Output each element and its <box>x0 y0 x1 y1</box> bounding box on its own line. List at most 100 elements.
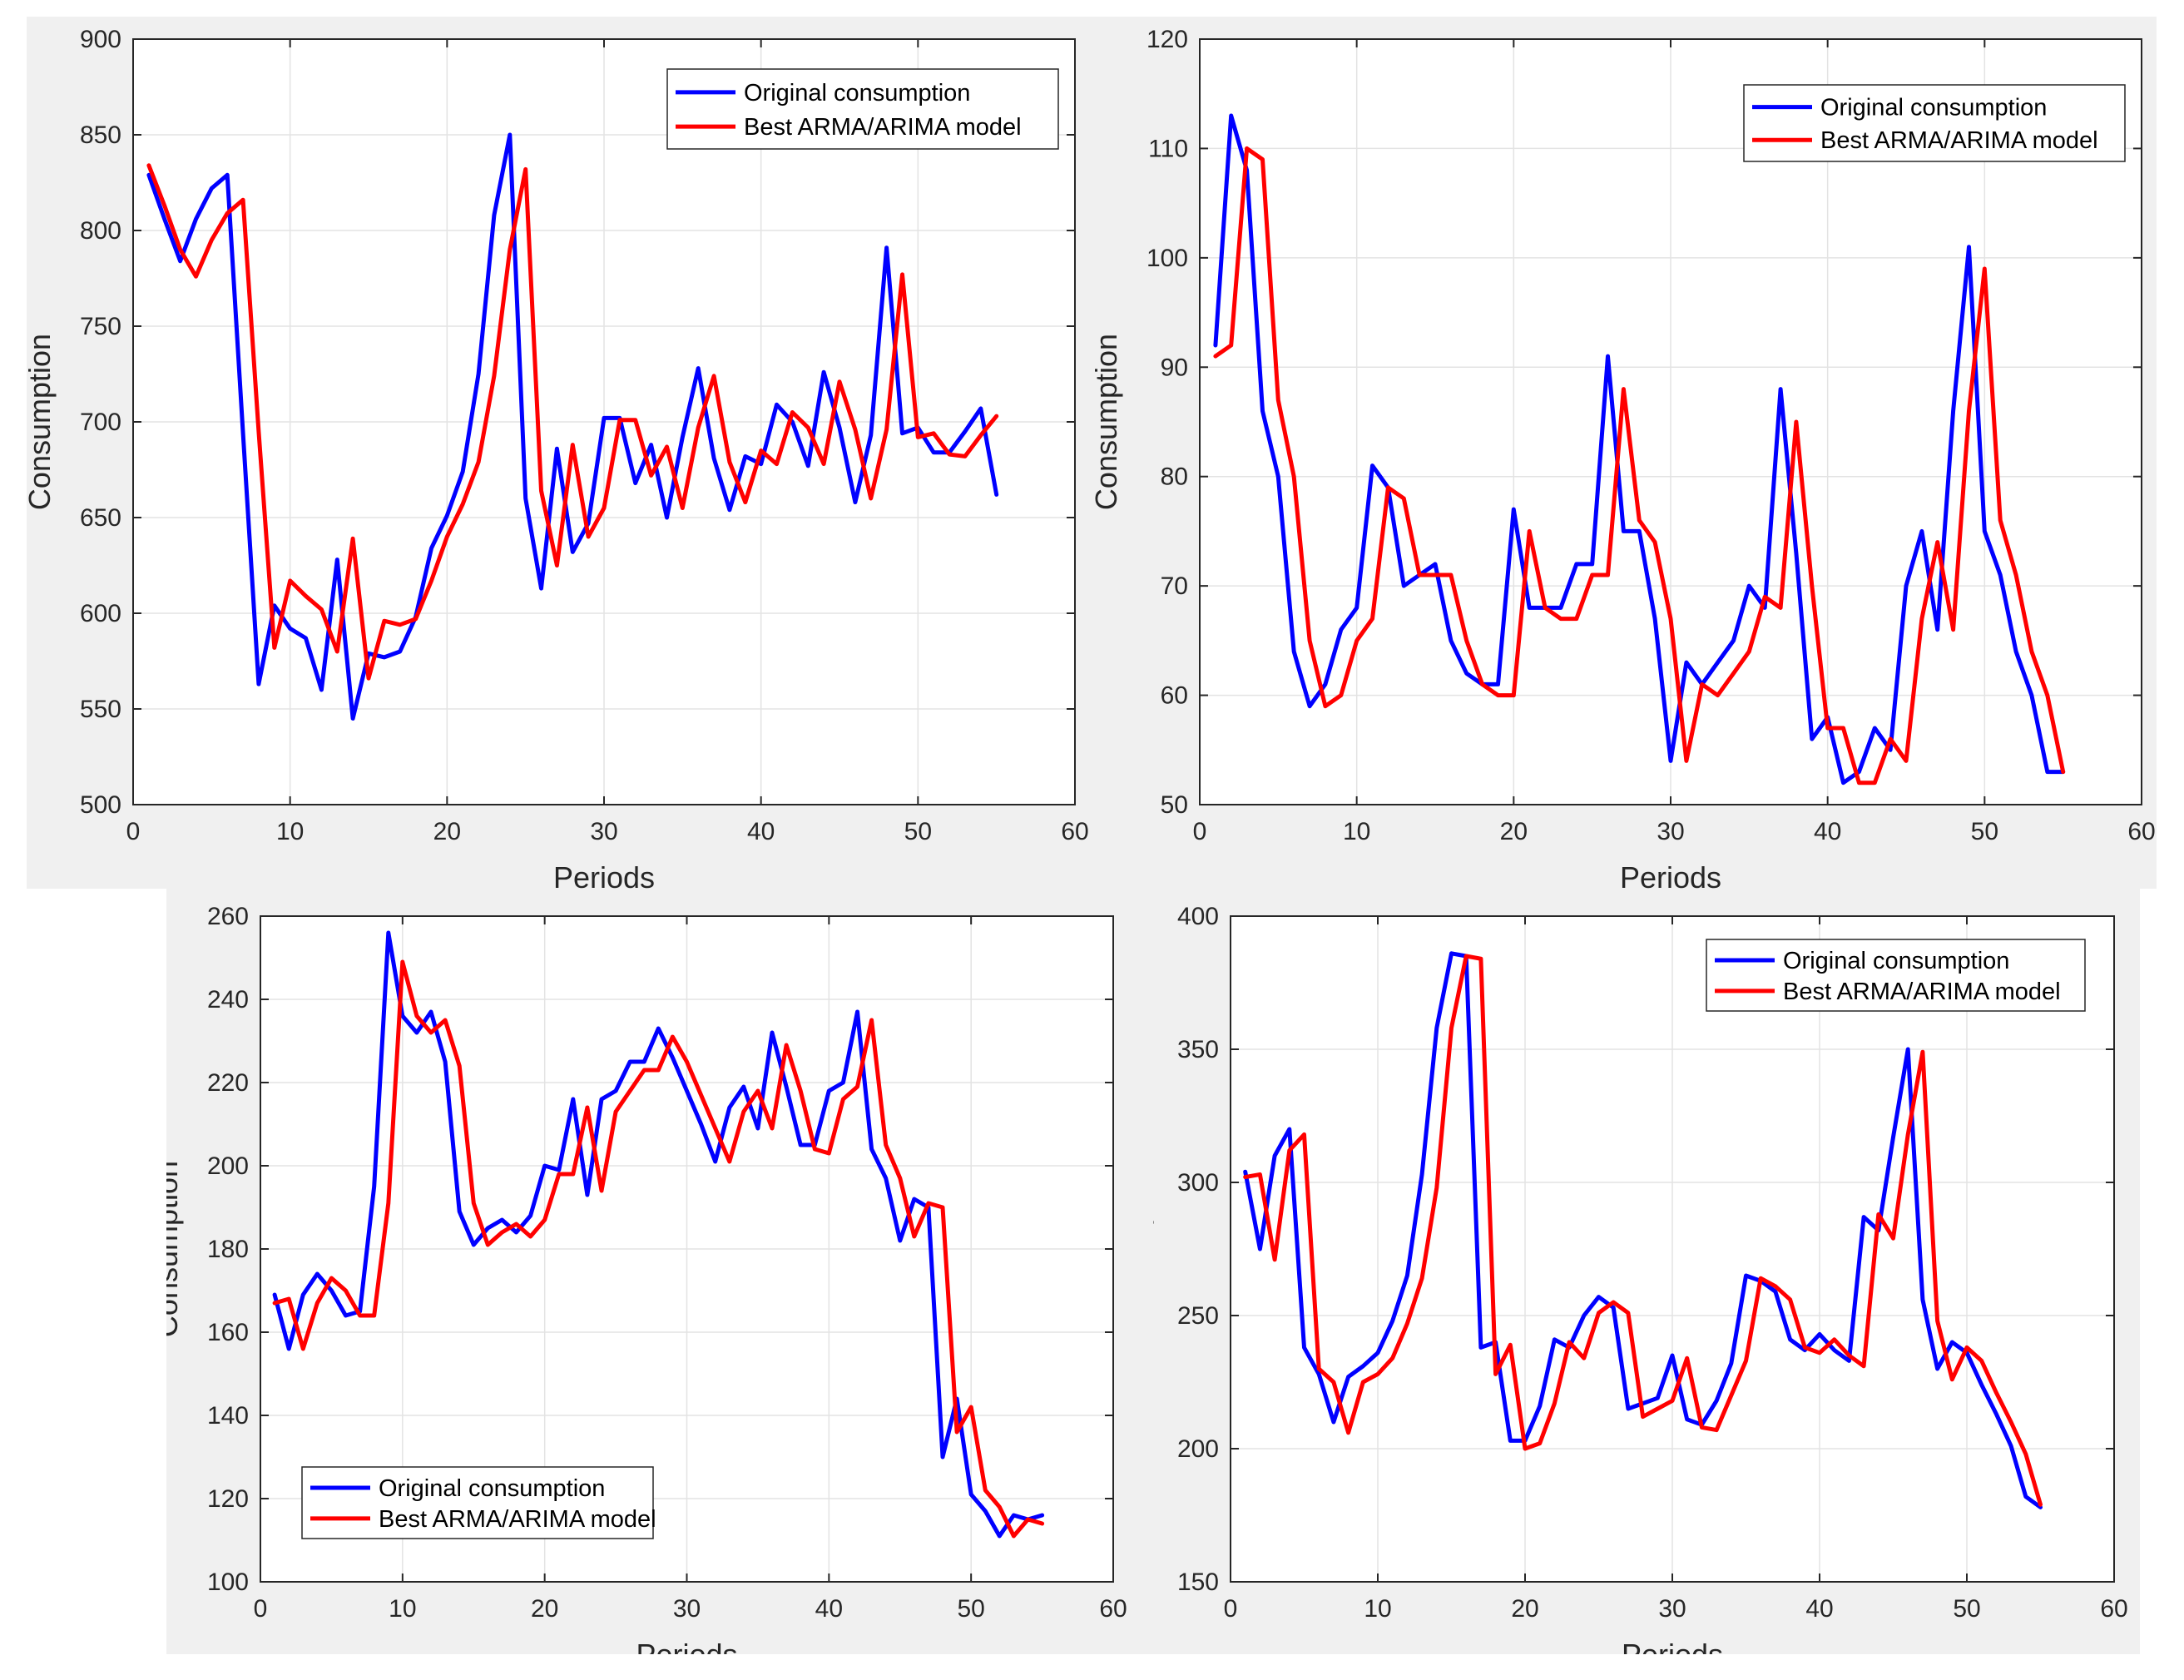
y-tick-label: 240 <box>207 986 249 1013</box>
x-tick-label: 30 <box>590 818 617 845</box>
y-tick-label: 350 <box>1177 1036 1219 1063</box>
x-tick-label: 50 <box>957 1595 984 1623</box>
x-tick-label: 20 <box>531 1595 558 1623</box>
legend: Original consumption Best ARMA/ARIMA mode… <box>1743 84 2126 162</box>
x-tick-label: 50 <box>904 818 932 845</box>
y-tick-label: 900 <box>80 26 121 53</box>
y-tick-label: 650 <box>80 504 121 532</box>
x-tick-label: 50 <box>1953 1595 1980 1623</box>
y-axis-label: Consumption <box>166 1161 184 1337</box>
chart-top-right: 0 10 20 30 40 50 60 50 60 70 80 90 100 110 120 Periods C… <box>1092 26 2156 889</box>
y-tick-label: 800 <box>80 217 121 245</box>
legend: Original consumption Best ARMA/ARIMA mode… <box>666 68 1059 150</box>
x-tick-label: 10 <box>389 1595 416 1623</box>
y-tick-label: 700 <box>80 409 121 436</box>
chart-panel-top-right: 0 10 20 30 40 50 60 50 60 70 80 90 100 110 120 Periods C… <box>1092 17 2157 889</box>
y-tick-label: 150 <box>1177 1568 1219 1596</box>
x-tick-label: 60 <box>2100 1595 2127 1623</box>
y-tick-label: 50 <box>1161 791 1188 819</box>
y-tick-label: 100 <box>207 1568 249 1596</box>
series-line-original <box>272 930 1045 1539</box>
x-tick-label: 60 <box>1099 1595 1127 1623</box>
x-tick-label: 30 <box>1657 818 1684 845</box>
x-tick-label: 0 <box>126 818 141 845</box>
x-tick-label: 10 <box>1364 1595 1391 1623</box>
legend-box <box>666 68 1059 150</box>
x-tick-label: 40 <box>747 818 775 845</box>
x-tick-label: 60 <box>1061 818 1088 845</box>
chart-panel-top-left: 0 10 20 30 40 50 60 500 550 600 650 700 750 800 850 900… <box>27 17 1092 889</box>
legend-label-model: Best ARMA/ARIMA model <box>1783 979 2061 1005</box>
legend-box <box>1743 84 2126 162</box>
y-tick-label: 120 <box>1146 26 1188 53</box>
series-line-model <box>272 959 1045 1539</box>
x-axis-label: Periods <box>1622 1638 1723 1654</box>
y-tick-label: 600 <box>80 600 121 627</box>
series-line-original <box>146 132 999 721</box>
y-tick-label: 160 <box>207 1319 249 1346</box>
legend-box <box>301 1466 654 1539</box>
y-axis-label: Consumption <box>27 334 57 510</box>
y-tick-label: 100 <box>1146 245 1188 272</box>
y-tick-label: 120 <box>207 1485 249 1513</box>
y-tick-label: 110 <box>1148 135 1188 162</box>
legend-label-original: Original consumption <box>744 80 970 107</box>
x-tick-label: 0 <box>1224 1595 1238 1623</box>
legend-label-original: Original consumption <box>1820 95 2047 121</box>
grid <box>1231 916 2114 1582</box>
y-tick-label: 500 <box>80 791 121 819</box>
y-tick-label: 400 <box>1177 903 1219 930</box>
x-tick-label: 10 <box>1343 818 1370 845</box>
x-tick-label: 20 <box>433 818 461 845</box>
x-tick-label: 30 <box>673 1595 701 1623</box>
legend: Original consumption Best ARMA/ARIMA mode… <box>1706 939 2086 1012</box>
x-axis-label: Periods <box>636 1638 737 1654</box>
x-tick-label: 40 <box>815 1595 843 1623</box>
y-tick-label: 70 <box>1161 572 1188 600</box>
x-tick-label: 40 <box>1814 818 1841 845</box>
x-tick-label: 30 <box>1658 1595 1686 1623</box>
legend-label-original: Original consumption <box>1783 948 2009 974</box>
y-tick-label: 180 <box>207 1236 249 1263</box>
x-tick-label: 0 <box>1193 818 1207 845</box>
grid <box>1200 39 2142 805</box>
chart-bottom-left: 0 10 20 30 40 50 60 100 120 140 160 180 200 220 240 260… <box>166 903 1127 1654</box>
x-tick-label: 20 <box>1500 818 1528 845</box>
series-line-model <box>1213 146 2066 785</box>
x-axis-label: Periods <box>553 860 655 889</box>
x-tick-label: 0 <box>254 1595 268 1623</box>
x-tick-label: 60 <box>2127 818 2155 845</box>
x-tick-label: 50 <box>1971 818 1998 845</box>
x-axis-label: Periods <box>1620 860 1721 889</box>
y-tick-label: 200 <box>1177 1435 1219 1463</box>
chart-top-left: 0 10 20 30 40 50 60 500 550 600 650 700 750 800 850 900… <box>27 26 1089 889</box>
series-line-model <box>146 163 999 681</box>
legend-box <box>1706 939 2086 1012</box>
y-tick-label: 250 <box>1177 1302 1219 1330</box>
y-tick-label: 750 <box>80 313 121 340</box>
y-tick-label: 850 <box>80 121 121 149</box>
y-axis-label: Consumption <box>1092 334 1123 510</box>
y-tick-label: 550 <box>80 696 121 723</box>
chart-bottom-right: 0 10 20 30 40 50 60 150 200 250 300 350 400 Periods Co… <box>1153 903 2128 1654</box>
legend-label-model: Best ARMA/ARIMA model <box>744 114 1022 141</box>
y-tick-label: 260 <box>207 903 249 930</box>
x-tick-label: 40 <box>1805 1595 1833 1623</box>
y-tick-label: 300 <box>1177 1169 1219 1197</box>
chart-panel-bottom-left: 0 10 20 30 40 50 60 100 120 140 160 180 200 220 240 260… <box>166 889 1153 1654</box>
y-tick-label: 140 <box>207 1402 249 1430</box>
y-tick-label: 80 <box>1161 463 1188 491</box>
x-tick-label: 20 <box>1511 1595 1538 1623</box>
y-tick-label: 60 <box>1161 682 1188 710</box>
legend-label-model: Best ARMA/ARIMA model <box>1820 127 2098 154</box>
y-tick-label: 220 <box>207 1069 249 1097</box>
series-line-model <box>1243 954 2043 1507</box>
y-tick-label: 200 <box>207 1152 249 1180</box>
legend-label-model: Best ARMA/ARIMA model <box>379 1506 656 1533</box>
x-tick-label: 10 <box>276 818 304 845</box>
chart-panel-bottom-right: 0 10 20 30 40 50 60 150 200 250 300 350 400 Periods Co… <box>1153 889 2140 1654</box>
legend-label-original: Original consumption <box>379 1475 605 1502</box>
y-axis-label: Consumption <box>1153 1161 1154 1337</box>
y-tick-label: 90 <box>1161 354 1188 381</box>
series-line-original <box>1213 113 2066 785</box>
